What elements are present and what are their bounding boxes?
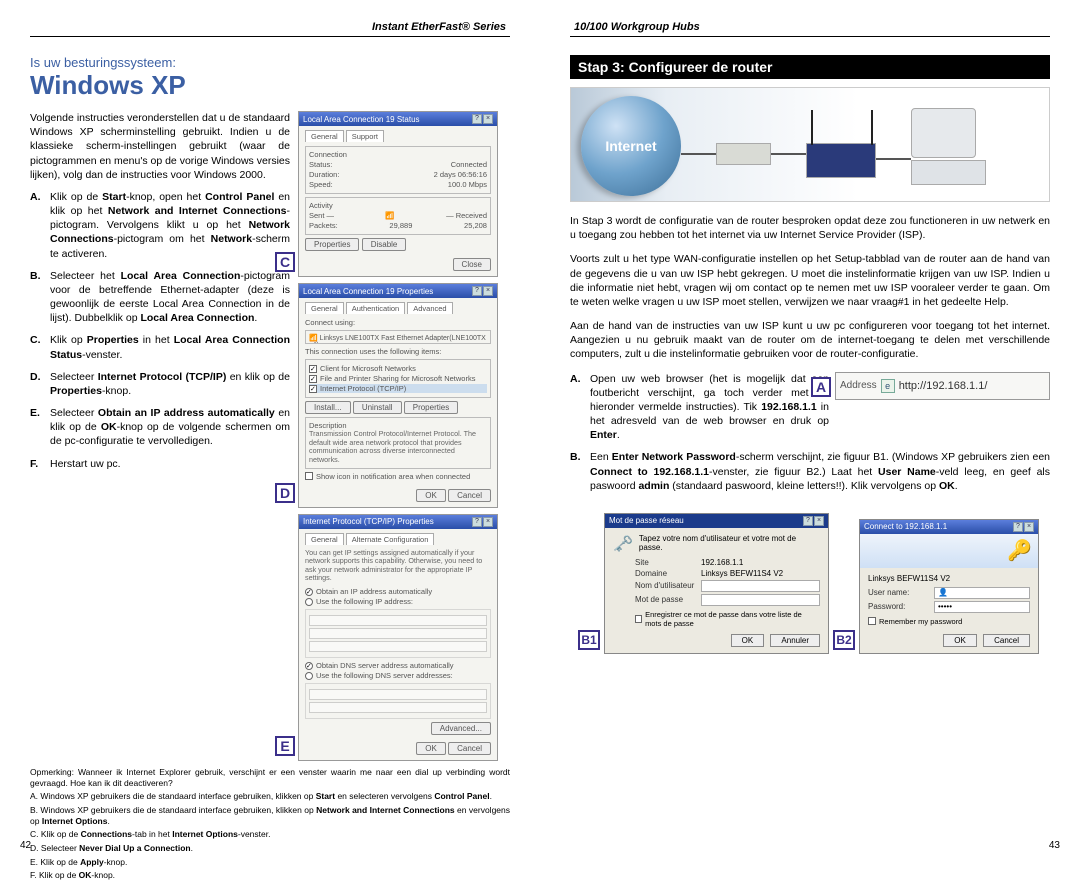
- page-43: 10/100 Workgroup Hubs Stap 3: Configuree…: [540, 0, 1080, 863]
- cancel-button[interactable]: Cancel: [983, 634, 1030, 647]
- fig-label-b1: B1: [578, 630, 600, 650]
- footnote: D. Selecteer Never Dial Up a Connection.: [30, 843, 510, 854]
- pc-icon: [911, 108, 976, 158]
- step-e: E. Selecteer Obtain an IP address automa…: [30, 406, 290, 449]
- window-controls-icon: ?×: [472, 517, 493, 527]
- window-controls-icon: ?×: [472, 286, 493, 296]
- step-f: F. Herstart uw pc.: [30, 457, 290, 471]
- modem-icon: [716, 143, 771, 165]
- fig-d-properties-window: Local Area Connection 19 Properties ?× G…: [298, 283, 498, 508]
- keys-icon: 🔑: [1007, 538, 1032, 563]
- fig-label-a: A: [811, 377, 831, 397]
- footnote: F. Klik op de OK-knop.: [30, 870, 510, 881]
- step-d: D. Selecteer Internet Protocol (TCP/IP) …: [30, 370, 290, 398]
- window-controls-icon: ?×: [472, 114, 493, 124]
- username-input[interactable]: [701, 580, 820, 592]
- cancel-button[interactable]: Annuler: [770, 634, 820, 647]
- username-input[interactable]: 👤: [934, 587, 1030, 599]
- close-button[interactable]: Close: [453, 258, 491, 271]
- fig-e-tcpip-window: Internet Protocol (TCP/IP) Properties ?×…: [298, 514, 498, 762]
- series-header: Instant EtherFast® Series: [368, 21, 510, 33]
- body-text: In Stap 3 wordt de configuratie van de r…: [570, 214, 1050, 493]
- internet-globe-icon: Internet: [581, 96, 681, 196]
- step-d-text: Selecteer Internet Protocol (TCP/IP) en …: [50, 370, 290, 398]
- save-password-checkbox[interactable]: [635, 615, 642, 623]
- fig-b2-connect-dialog: Connect to 192.168.1.1 ?× 🔑 Linksys BEFW…: [859, 519, 1039, 654]
- section-title: Windows XP: [30, 70, 510, 101]
- page-header-rule: Instant EtherFast® Series: [30, 36, 510, 37]
- instruction-column: Volgende instructies veronderstellen dat…: [30, 111, 290, 761]
- product-header: 10/100 Workgroup Hubs: [570, 21, 704, 33]
- page-number: 43: [1049, 840, 1060, 851]
- p2: Voorts zult u het type WAN-configuratie …: [570, 252, 1050, 309]
- footnote: A. Windows XP gebruikers die de standaar…: [30, 791, 510, 802]
- right-step-b: B. Een Enter Network Password-scherm ver…: [570, 450, 1050, 493]
- intro-paragraph: Volgende instructies veronderstellen dat…: [30, 111, 290, 182]
- ok-button[interactable]: OK: [416, 489, 446, 502]
- right-step-a: A. Open uw web browser (het is mogelijk …: [570, 372, 829, 443]
- fig-a-address-bar: Address e http://192.168.1.1/ A: [835, 372, 1050, 400]
- step-e-text: Selecteer Obtain an IP address automatic…: [50, 406, 290, 449]
- section-subtitle: Is uw besturingssysteem:: [30, 55, 510, 70]
- disable-button[interactable]: Disable: [362, 238, 407, 251]
- fig-label-c: C: [275, 252, 295, 272]
- properties-button[interactable]: Properties: [305, 238, 359, 251]
- window-controls-icon: ?×: [803, 516, 824, 526]
- step-c: C. Klik op Properties in het Local Area …: [30, 333, 290, 361]
- ok-button[interactable]: OK: [731, 634, 765, 647]
- step-title-bar: Stap 3: Configureer de router: [570, 55, 1050, 79]
- step-c-text: Klik op Properties in het Local Area Con…: [50, 333, 290, 361]
- figure-column: Local Area Connection 19 Status ?× Gener…: [298, 111, 498, 761]
- address-url: http://192.168.1.1/: [899, 380, 988, 392]
- cancel-button[interactable]: Cancel: [448, 742, 491, 755]
- password-input[interactable]: [701, 594, 820, 606]
- network-diagram-illustration: Internet: [570, 87, 1050, 202]
- step-b-text: Selecteer het Local Area Connection-pict…: [50, 269, 290, 326]
- window-controls-icon: ?×: [1013, 522, 1034, 532]
- page-42: Instant EtherFast® Series Is uw besturin…: [0, 0, 540, 863]
- remember-password-checkbox[interactable]: [868, 617, 876, 625]
- p1: In Stap 3 wordt de configuratie van de r…: [570, 214, 1050, 242]
- fig-label-e: E: [275, 736, 295, 756]
- step-a-text: Klik op de Start-knop, open het Control …: [50, 190, 290, 261]
- fig-b1-password-dialog: Mot de passe réseau ?× 🗝️ Tapez votre no…: [604, 513, 829, 654]
- step-a: A. Klik op de Start-knop, open het Contr…: [30, 190, 290, 261]
- ok-button[interactable]: OK: [943, 634, 977, 647]
- footnote: E. Klik op de Apply-knop.: [30, 857, 510, 868]
- page-number: 42: [20, 840, 31, 851]
- fig-label-d: D: [275, 483, 295, 503]
- footnote: C. Klik op de Connections-tab in het Int…: [30, 829, 510, 840]
- step-f-text: Herstart uw pc.: [50, 457, 121, 471]
- cancel-button[interactable]: Cancel: [448, 489, 491, 502]
- p3: Aan de hand van de instructies van uw IS…: [570, 319, 1050, 362]
- fig-c-status-window: Local Area Connection 19 Status ?× Gener…: [298, 111, 498, 277]
- ok-button[interactable]: OK: [416, 742, 446, 755]
- step-b: B. Selecteer het Local Area Connection-p…: [30, 269, 290, 326]
- router-icon: [806, 143, 876, 178]
- password-input[interactable]: •••••: [934, 601, 1030, 613]
- key-icon: 🗝️: [613, 534, 633, 554]
- footnote: B. Windows XP gebruikers die de standaar…: [30, 805, 510, 826]
- page-header-rule: 10/100 Workgroup Hubs: [570, 36, 1050, 37]
- ie-page-icon: e: [881, 379, 895, 393]
- footnote: Opmerking: Wanneer ik Internet Explorer …: [30, 767, 510, 788]
- fig-label-b2: B2: [833, 630, 855, 650]
